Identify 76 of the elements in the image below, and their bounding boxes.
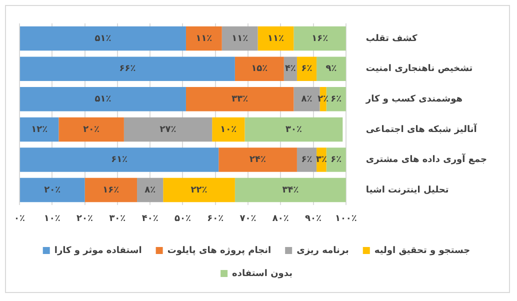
bar [234,56,284,81]
data-label: ۲۰٪ [83,124,100,135]
bar [137,178,164,202]
y-tick-label: کشف تقلب [366,34,418,44]
x-tick-label: ۴۰٪ [142,214,158,224]
bar [186,26,222,51]
bar [258,26,294,51]
x-tick-label: ۶۰٪ [207,214,224,224]
x-tick-label: ۷۰٪ [240,214,256,224]
legend-label: برنامه ریزی [296,246,349,256]
x-tick-label: ۳۰٪ [109,214,126,224]
data-label: ۳۴٪ [282,185,299,196]
bar [20,117,59,142]
data-label: ۶٪ [301,64,312,74]
bar [124,117,212,142]
data-label: ۸٪ [144,185,156,196]
data-label: ۶۱٪ [111,155,128,166]
y-tick-label: تحلیل اینترنت اشیا [366,185,449,196]
data-label: ۲۴٪ [250,155,266,166]
data-label: ۵۱٪ [94,94,112,104]
legend-label: بدون استفاده [232,268,292,279]
data-label: ۳۳٪ [232,94,248,104]
y-tick-label: آنالیز شبکه های اجتماعی [366,122,478,135]
bar [326,148,346,172]
bar [20,178,85,202]
data-label: ۱۱٪ [196,34,212,44]
x-tick-label: ۸۰٪ [272,214,289,224]
bar [326,87,346,112]
data-label: ۱۲٪ [31,124,48,135]
data-label: ۱۵٪ [251,64,268,74]
data-label: ۴٪ [284,64,296,74]
y-tick-label: هوشمندی کسب و کار [364,94,463,104]
bar [222,26,258,51]
bar [186,87,294,112]
x-tick-label: ۵۰٪ [174,214,191,224]
data-label: ۵۱٪ [94,34,112,44]
data-label: ۱۱٪ [232,34,248,44]
bar [234,178,346,202]
y-tick-label: تشخیص ناهنجاری امنیت [366,64,473,74]
bar [84,178,138,202]
data-label: ۱۶٪ [312,34,328,44]
data-label: ۶٪ [330,94,342,104]
bar [244,117,343,142]
x-tick-label: ۲۰٪ [76,214,94,224]
data-label: ۶٪ [301,155,312,166]
data-label: ۱۱٪ [268,34,284,44]
bar [212,117,245,142]
bar [20,56,235,81]
legend-label: جستجو و تحقیق اولیه [374,246,470,256]
x-tick-label: ۰٪ [14,214,25,224]
data-label: ۳۰٪ [285,124,302,135]
y-tick-label: جمع آوری داده های مشتری [366,153,488,166]
bar [20,26,186,51]
bar [294,26,346,51]
legend-label: استفاده موثر و کارا [54,246,142,256]
legend-label: انجام پروژه های پایلوت [167,246,272,256]
x-tick-label: ۹۰٪ [305,214,322,224]
x-tick-label: ۱۰٪ [44,214,60,224]
bar [218,148,297,172]
data-label: ۲۲٪ [190,185,208,196]
x-tick-label: ۱۰۰٪ [334,214,357,224]
bar [20,87,186,112]
data-label: ۲۰٪ [44,185,61,196]
data-label: ۶۶٪ [119,64,136,74]
bar [296,148,317,172]
data-label: ۱۰٪ [220,124,237,135]
data-label: ۱۶٪ [102,185,120,196]
data-label: ۸٪ [301,94,312,104]
bar [58,117,124,142]
data-label: ۲۷٪ [160,124,176,135]
data-label: ۶٪ [330,155,342,166]
bar [163,178,235,202]
data-label: ۹٪ [326,64,337,74]
bar [316,56,346,81]
bar [296,56,317,81]
bar [20,148,219,172]
